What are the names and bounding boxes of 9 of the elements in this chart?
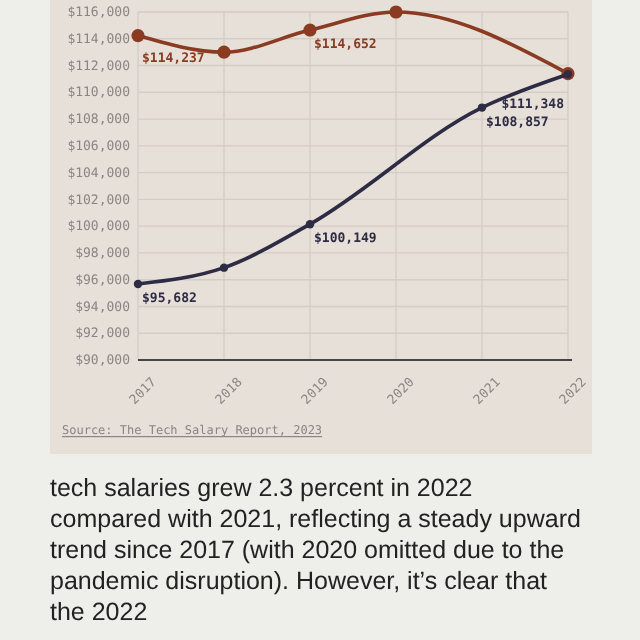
point [217,45,231,59]
point [389,5,403,19]
point [477,103,487,112]
point [219,263,229,272]
point [303,23,317,37]
text: tech salaries grew 2.3 percent in 2022 compared with 2021, reflecting a steady upward trend since 2017 (with 2020 omitted due to the pandemic disruption). However, it’s clear that the 2022 [50,474,581,626]
point [133,279,143,289]
point [131,29,145,43]
point [305,219,315,229]
